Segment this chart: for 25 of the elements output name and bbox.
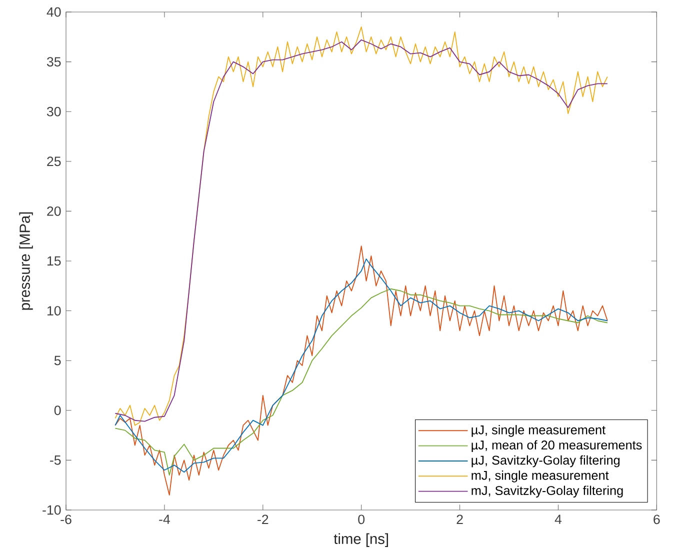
legend-label: µJ, single measurement [472, 424, 606, 437]
y-tick-label: 5 [54, 356, 61, 366]
y-tick-label: -10 [42, 505, 61, 514]
y-tick-label: 0 [54, 405, 61, 415]
y-axis-title: pressure [MPa] [19, 212, 33, 310]
x-tick-label: 2 [456, 514, 463, 524]
x-tick-label: -2 [258, 514, 268, 524]
y-tick-label: 15 [47, 256, 61, 266]
x-tick-label: -6 [60, 514, 72, 524]
y-tick-label: 35 [46, 56, 61, 66]
x-axis-title: time [ns] [334, 533, 388, 547]
y-tick-label: 20 [47, 206, 61, 216]
x-tick-label: 0 [358, 514, 365, 524]
y-tick-label: 40 [46, 7, 61, 17]
legend-label: µJ, mean of 20 measurements [472, 440, 642, 452]
x-tick-label: -4 [159, 514, 170, 524]
x-tick-label: 6 [654, 514, 660, 524]
legend-label: µJ, Savitzky-Golay filtering [472, 455, 620, 467]
x-tick-label: 4 [554, 514, 562, 524]
y-tick-label: 10 [47, 306, 61, 316]
y-tick-label: 30 [46, 106, 61, 116]
y-tick-label: -5 [50, 455, 61, 465]
y-tick-label: 25 [47, 156, 61, 166]
legend-label: mJ, Savitzky-Golay filtering [472, 486, 623, 498]
legend-label: mJ, single measurement [472, 470, 609, 482]
